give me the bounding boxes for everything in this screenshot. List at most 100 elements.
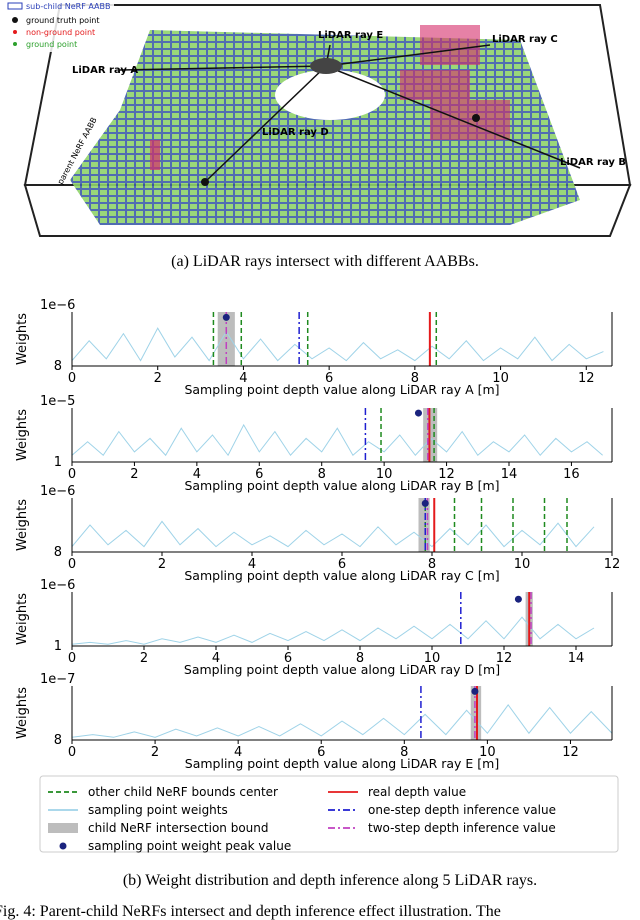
x-tick-label: 14 bbox=[501, 467, 518, 482]
x-tick-label: 8 bbox=[400, 745, 408, 760]
y-label: Weights bbox=[15, 593, 30, 645]
x-tick-label: 6 bbox=[317, 745, 325, 760]
legend-key bbox=[13, 42, 17, 46]
legend: other child NeRF bounds center sampling p… bbox=[48, 785, 556, 853]
weights-line bbox=[71, 520, 595, 548]
legend-label: sampling point weight peak value bbox=[88, 839, 291, 853]
x-tick-label: 0 bbox=[68, 371, 76, 386]
x-label: Sampling point depth value along LiDAR r… bbox=[184, 662, 500, 677]
x-label: Sampling point depth value along LiDAR r… bbox=[185, 756, 499, 771]
weights-line bbox=[71, 327, 604, 362]
x-tick-label: 12 bbox=[578, 371, 595, 386]
weights-line bbox=[71, 704, 613, 738]
x-tick-label: 16 bbox=[563, 467, 580, 482]
x-tick-label: 2 bbox=[151, 745, 159, 760]
non-ground bbox=[430, 100, 510, 140]
x-tick-label: 2 bbox=[154, 371, 162, 386]
x-tick-label: 2 bbox=[158, 557, 166, 572]
x-tick-label: 6 bbox=[255, 467, 263, 482]
peak-dot bbox=[471, 687, 479, 695]
y-label: Weights bbox=[15, 409, 30, 461]
weights-line bbox=[71, 423, 603, 457]
x-tick-label: 8 bbox=[356, 651, 364, 666]
peak-dot bbox=[421, 499, 429, 507]
x-tick-label: 10 bbox=[424, 651, 441, 666]
gt-point bbox=[472, 114, 480, 122]
x-tick-label: 6 bbox=[325, 371, 333, 386]
illustration: sub-child NeRF AABB ground truth point n… bbox=[4, 0, 640, 237]
y-corner-label: 8 bbox=[54, 733, 62, 748]
legend-label: two-step depth inference value bbox=[368, 821, 556, 835]
legend-key bbox=[7, 2, 23, 10]
legend-label: one-step depth inference value bbox=[368, 803, 556, 817]
ray-label: LiDAR ray C bbox=[492, 34, 558, 45]
x-tick-label: 2 bbox=[140, 651, 148, 666]
subplot: 0 2 4 6 8 10 12 Sampling point depth value alon… bbox=[15, 298, 613, 397]
caption: (a) LiDAR rays intersect with different … bbox=[171, 253, 479, 270]
peak-dot bbox=[514, 595, 522, 603]
legend-text: ground truth point bbox=[26, 16, 100, 25]
y-label: Weights bbox=[15, 313, 30, 365]
x-tick-label: 4 bbox=[248, 557, 256, 572]
ray-label: LiDAR ray B bbox=[560, 157, 626, 168]
legend-key bbox=[12, 17, 18, 23]
y-corner-label: 1 bbox=[54, 639, 62, 654]
intersection-bound bbox=[470, 686, 482, 740]
x-tick-label: 4 bbox=[234, 745, 242, 760]
legend-key bbox=[13, 30, 17, 34]
caption: (b) Weight distribution and depth infere… bbox=[123, 872, 537, 889]
legend-label: sampling point weights bbox=[88, 803, 228, 817]
x-tick-label: 10 bbox=[514, 557, 531, 572]
x-tick-label: 2 bbox=[130, 467, 138, 482]
legend-frame bbox=[39, 775, 619, 853]
x-tick-label: 10 bbox=[376, 467, 393, 482]
non-ground bbox=[400, 70, 470, 100]
x-tick-label: 4 bbox=[212, 651, 220, 666]
lidar bbox=[310, 58, 342, 74]
y-label: Weights bbox=[15, 499, 30, 551]
legend-key bbox=[59, 842, 67, 850]
gt-point bbox=[201, 178, 209, 186]
y-label: Weights bbox=[15, 687, 30, 739]
offset-label: 1e−5 bbox=[40, 394, 75, 409]
x-tick-label: 0 bbox=[68, 745, 76, 760]
y-corner-label: 8 bbox=[54, 359, 62, 374]
weights-line bbox=[71, 616, 595, 645]
non-ground bbox=[420, 25, 480, 65]
x-label: Sampling point depth value along LiDAR r… bbox=[184, 382, 499, 397]
legend-key bbox=[48, 823, 78, 833]
offset-label: 1e−7 bbox=[40, 672, 75, 687]
offset-label: 1e−6 bbox=[40, 578, 75, 593]
x-tick-label: 4 bbox=[193, 467, 201, 482]
x-tick-label: 0 bbox=[68, 467, 76, 482]
y-corner-label: 8 bbox=[54, 545, 62, 560]
peak-dot bbox=[222, 313, 230, 321]
x-tick-label: 12 bbox=[562, 745, 579, 760]
ray-labels: LiDAR ray A LiDAR ray B LiDAR ray C LiDA… bbox=[72, 30, 626, 168]
legend-text: sub-child NeRF AABB bbox=[26, 2, 111, 11]
peak-dot bbox=[414, 409, 422, 417]
x-tick-label: 12 bbox=[604, 557, 621, 572]
x-tick-label: 4 bbox=[239, 371, 247, 386]
x-tick-label: 14 bbox=[568, 651, 585, 666]
fig-text: Fig. 4: Parent-child NeRFs intersect and… bbox=[0, 903, 501, 920]
x-tick-label: 10 bbox=[492, 371, 509, 386]
x-tick-label: 6 bbox=[284, 651, 292, 666]
x-tick-label: 8 bbox=[428, 557, 436, 572]
ray-label: LiDAR ray E bbox=[318, 30, 383, 41]
x-tick-label: 0 bbox=[68, 651, 76, 666]
legend-text: non-ground point bbox=[26, 28, 95, 37]
subplot: 0 2 4 6 8 10 12 14 Sampling point depth value al… bbox=[15, 578, 613, 677]
intersection-bound bbox=[418, 498, 430, 552]
x-tick-label: 8 bbox=[411, 371, 419, 386]
offset-label: 1e−6 bbox=[40, 484, 75, 499]
legend-label: real depth value bbox=[368, 785, 466, 799]
subplot: 0 2 4 6 8 10 12 Sampling point depth value alon… bbox=[15, 672, 613, 771]
x-tick-label: 8 bbox=[318, 467, 326, 482]
x-label: Sampling point depth value along LiDAR r… bbox=[184, 478, 499, 493]
ray-label: LiDAR ray A bbox=[72, 65, 138, 76]
legend-label: child NeRF intersection bound bbox=[88, 821, 269, 835]
x-tick-label: 6 bbox=[338, 557, 346, 572]
